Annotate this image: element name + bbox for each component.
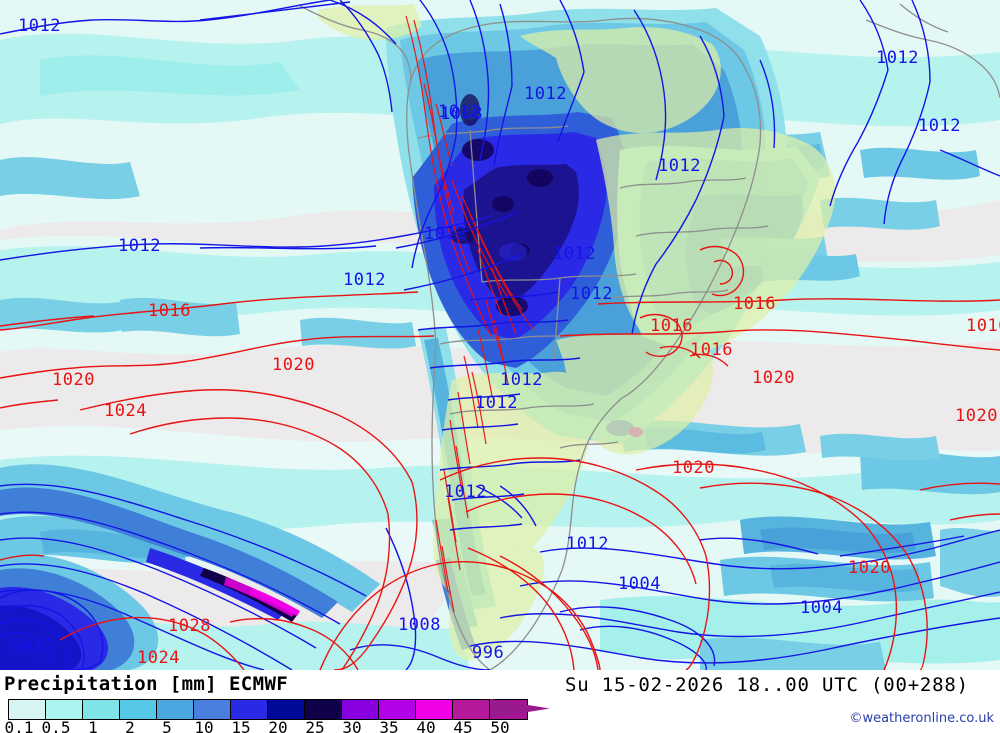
colorbar-swatch[interactable]: [379, 700, 416, 719]
isobar-label: 1012: [438, 102, 481, 122]
isobar-label: 1004: [618, 574, 661, 594]
isobar-label: 1012: [566, 534, 609, 554]
isobar-label: 1020: [955, 406, 998, 426]
isobar-label: 1012: [118, 236, 161, 256]
isobar-label: 1012: [876, 48, 919, 68]
colorbar-tick: 2: [125, 718, 135, 733]
isobar-label: 1020: [272, 355, 315, 375]
colorbar-tick: 1: [88, 718, 98, 733]
isobar-label: 1016: [733, 294, 776, 314]
colorbar-tick: 35: [379, 718, 399, 733]
colorbar-swatch[interactable]: [46, 700, 83, 719]
colorbar-tick: 5: [162, 718, 172, 733]
legend-footer: Precipitation [mm] ECMWF Su 15-02-2026 1…: [0, 670, 1000, 733]
colorbar-tick: 30: [342, 718, 362, 733]
colorbar-swatch[interactable]: [268, 700, 305, 719]
isobar-label: 1016: [148, 301, 191, 321]
isobar-label: 1020: [848, 558, 891, 578]
colorbar-swatch[interactable]: [416, 700, 453, 719]
isobar-label: 1012: [343, 270, 386, 290]
coastline-layer: [299, 3, 1000, 670]
colorbar-swatch[interactable]: [194, 700, 231, 719]
colorbar-tick: 50: [490, 718, 510, 733]
isobar-label: 1012: [500, 370, 543, 390]
isobar-label: 1012: [658, 156, 701, 176]
legend-title: Precipitation [mm] ECMWF: [4, 673, 289, 695]
colorbar-tick: 20: [268, 718, 288, 733]
forecast-run-stamp: Su 15-02-2026 18..00 UTC (00+288): [565, 674, 969, 696]
colorbar-swatch[interactable]: [83, 700, 120, 719]
colorbar-tick: 25: [305, 718, 325, 733]
colorbar-swatch[interactable]: [453, 700, 490, 719]
isobar-label: 1004: [800, 598, 843, 618]
isobar-label: 1020: [752, 368, 795, 388]
isobar-label: 1012: [424, 224, 467, 244]
isobar-label: 1012: [444, 482, 487, 502]
colorbar-overflow-arrow: [490, 699, 550, 718]
colorbar-swatch[interactable]: [231, 700, 268, 719]
map-canvas: [0, 0, 1000, 670]
isobar-label: 1028: [168, 616, 211, 636]
colorbar-swatch[interactable]: [342, 700, 379, 719]
precipitation-colorbar[interactable]: [8, 699, 528, 720]
colorbar-swatch[interactable]: [9, 700, 46, 719]
isobar-label: 1012: [475, 393, 518, 413]
isobar-label: 1012: [570, 284, 613, 304]
colorbar-tick: 15: [231, 718, 251, 733]
colorbar-tick: 10: [194, 718, 214, 733]
andes-relief: [405, 15, 535, 613]
precipitation-map[interactable]: 1012 1012 1012 1012 1012 1012 1008 1012 1012 1012…: [0, 0, 1000, 670]
isobar-label: 1012: [18, 16, 61, 36]
colorbar-swatch[interactable]: [157, 700, 194, 719]
isobar-label: 1024: [137, 648, 180, 668]
colorbar-swatch[interactable]: [305, 700, 342, 719]
isobar-label: 1024: [104, 401, 147, 421]
isobar-label: 1012: [12, 636, 55, 656]
isobar-label: 1016: [650, 316, 693, 336]
isobar-label: 1016: [690, 340, 733, 360]
isobar-label: 1012: [524, 84, 567, 104]
isobar-label: 1012: [918, 116, 961, 136]
colorbar-tick: 45: [453, 718, 473, 733]
colorbar-swatch[interactable]: [120, 700, 157, 719]
colorbar-tick: 40: [416, 718, 436, 733]
copyright-notice: ©weatheronline.co.uk: [849, 711, 994, 726]
isobar-label: 996: [472, 643, 505, 663]
isobar-label: 1008: [440, 104, 483, 124]
isobar-label: 1020: [672, 458, 715, 478]
colorbar-tick: 0.1: [4, 718, 34, 733]
colorbar-tick-labels: 0.1 0.5 1 2 5 10 15 20 25 30 35 40 45 50: [0, 718, 560, 733]
isobars-high: [0, 245, 1000, 670]
isobar-label: 1016: [966, 316, 1000, 336]
isobar-label: 1012: [553, 244, 596, 264]
colorbar-tick: 0.5: [41, 718, 71, 733]
isobar-label: 1020: [52, 370, 95, 390]
isobar-label: 1008: [398, 615, 441, 635]
